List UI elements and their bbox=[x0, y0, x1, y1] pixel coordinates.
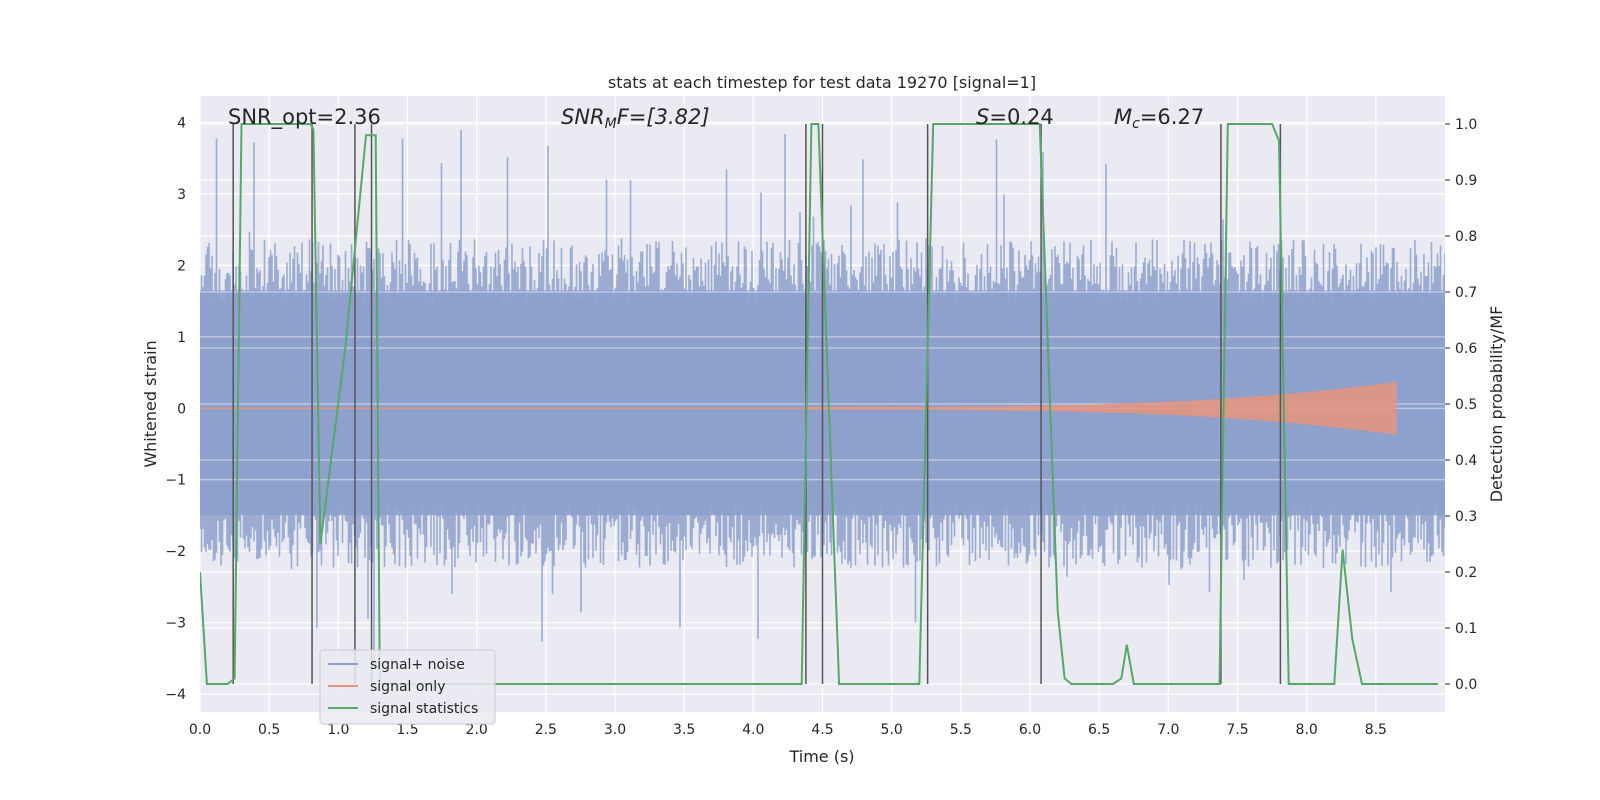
y-left-tick-label: 0 bbox=[177, 401, 186, 417]
y-left-tick-label: 4 bbox=[177, 115, 186, 131]
x-tick-label: 3.5 bbox=[673, 722, 695, 738]
x-tick-label: 0.5 bbox=[258, 722, 280, 738]
annotation-s: S=0.24 bbox=[976, 105, 1054, 129]
x-tick-label: 4.5 bbox=[811, 722, 833, 738]
x-tick-label: 8.5 bbox=[1365, 722, 1387, 738]
x-tick-label: 3.0 bbox=[604, 722, 626, 738]
y-right-tick-label: 0.1 bbox=[1455, 621, 1477, 637]
legend: signal+ noise signal only signal statist… bbox=[319, 649, 496, 725]
y-right-axis-ticks: 1.0 0.9 0.8 0.7 0.6 0.5 0.4 0.3 0.2 0.1 0.0 bbox=[1445, 117, 1477, 693]
annotation-snr-mf: SNRMF=[3.82] bbox=[561, 105, 710, 132]
y-left-tick-label: −4 bbox=[165, 687, 186, 703]
y-right-tick-label: 0.8 bbox=[1455, 229, 1477, 245]
y-left-tick-label: 1 bbox=[177, 330, 186, 346]
chirp-envelope bbox=[808, 381, 1397, 435]
x-tick-label: 4.0 bbox=[742, 722, 764, 738]
annotation-mc: Mc=6.27 bbox=[1114, 105, 1204, 132]
y-left-tick-label: −2 bbox=[165, 544, 186, 560]
x-tick-label: 0.0 bbox=[189, 722, 211, 738]
x-tick-label: 6.5 bbox=[1088, 722, 1110, 738]
x-tick-label: 1.5 bbox=[396, 722, 418, 738]
x-tick-label: 6.0 bbox=[1019, 722, 1041, 738]
annotation-s-main: S bbox=[976, 105, 989, 129]
series-signal-statistics bbox=[200, 123, 1439, 685]
y-right-tick-label: 0.2 bbox=[1455, 565, 1477, 581]
annotation-snr-mf-tail: F=[3.82] bbox=[617, 105, 710, 129]
series-signal-only bbox=[200, 381, 1397, 435]
legend-label-signal-statistics: signal statistics bbox=[370, 701, 478, 717]
statistics-line bbox=[200, 123, 1439, 685]
x-tick-label: 2.0 bbox=[466, 722, 488, 738]
y-right-tick-label: 0.9 bbox=[1455, 173, 1477, 189]
chart-title: stats at each timestep for test data 192… bbox=[608, 73, 1036, 92]
y-right-tick-label: 0.3 bbox=[1455, 509, 1477, 525]
x-axis-label: Time (s) bbox=[788, 747, 854, 766]
y-right-tick-label: 0.5 bbox=[1455, 397, 1477, 413]
x-tick-label: 5.5 bbox=[950, 722, 972, 738]
annotation-snr-opt: SNR_opt=2.36 bbox=[228, 105, 381, 130]
legend-label-signal-noise: signal+ noise bbox=[370, 657, 465, 673]
annotation-snr-mf-main: SNR bbox=[561, 105, 605, 129]
y-left-axis-ticks: 4 3 2 1 0 −1 −2 −3 −4 bbox=[165, 115, 186, 703]
x-tick-label: 5.0 bbox=[881, 722, 903, 738]
x-axis-ticks: 0.0 0.5 1.0 1.5 2.0 2.5 3.0 3.5 4.0 4.5 5.0 5.5 6.0 6… bbox=[189, 722, 1387, 738]
legend-label-signal-only: signal only bbox=[370, 679, 445, 695]
y-right-tick-label: 0.4 bbox=[1455, 453, 1477, 469]
annotation-mc-tail: =6.27 bbox=[1140, 105, 1204, 129]
y-right-tick-label: 0.6 bbox=[1455, 341, 1477, 357]
annotation-s-tail: =0.24 bbox=[989, 105, 1053, 129]
x-tick-label: 7.0 bbox=[1157, 722, 1179, 738]
y-left-tick-label: 3 bbox=[177, 187, 186, 203]
y-left-tick-label: −3 bbox=[165, 616, 186, 632]
y-right-tick-label: 0.7 bbox=[1455, 285, 1477, 301]
y-right-tick-label: 0.0 bbox=[1455, 677, 1477, 693]
y-left-tick-label: 2 bbox=[177, 258, 186, 274]
x-tick-label: 8.0 bbox=[1296, 722, 1318, 738]
x-tick-label: 1.0 bbox=[327, 722, 349, 738]
y-left-axis-label: Whitened strain bbox=[141, 340, 160, 467]
annotation-snr-mf-sub: M bbox=[605, 116, 617, 132]
y-right-tick-label: 1.0 bbox=[1455, 117, 1477, 133]
y-left-tick-label: −1 bbox=[165, 473, 186, 489]
annotation-mc-sub: c bbox=[1132, 116, 1140, 132]
annotation-mc-main: M bbox=[1114, 105, 1132, 129]
x-tick-label: 2.5 bbox=[535, 722, 557, 738]
x-tick-label: 7.5 bbox=[1226, 722, 1248, 738]
legend-box bbox=[319, 649, 496, 725]
y-right-axis-label: Detection probability/MF bbox=[1487, 306, 1506, 503]
